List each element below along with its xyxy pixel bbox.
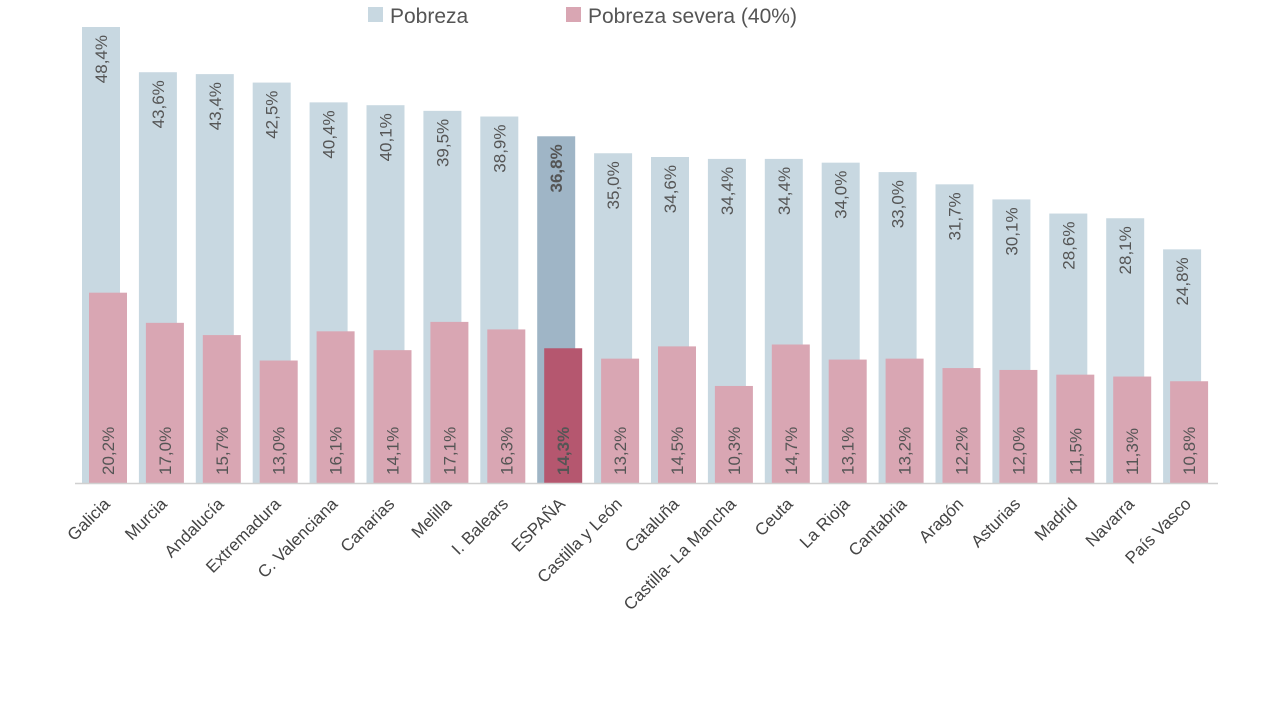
data-label-pobreza-severa-extremadura: 13,0% [270,427,289,475]
data-label-pobreza-castilla-y-león: 35,0% [604,161,623,209]
bar-pobreza-severa-ceuta [771,344,810,483]
category-label-murcia: Murcia [121,494,171,544]
data-label-pobreza-severa-i-balears: 16,3% [497,427,516,475]
category-label-canarias: Canarias [337,494,399,556]
bar-pobreza-severa-c-valenciana [316,331,355,483]
bar-pobreza-severa-melilla [430,321,469,483]
data-label-pobreza-extremadura: 42,5% [263,91,282,139]
category-label-aragón: Aragón [915,494,967,546]
data-label-pobreza-aragón: 31,7% [946,192,965,240]
bar-pobreza-severa-país-vasco [1170,381,1209,483]
bar-pobreza-severa-aragón [942,368,981,483]
data-label-pobreza-severa-galicia: 20,2% [99,427,118,475]
bar-pobreza-severa-castilla-y-león [601,358,640,483]
data-label-pobreza-severa-murcia: 17,0% [156,427,175,475]
category-label-asturias: Asturias [967,494,1024,551]
bar-pobreza-severa-galicia [89,292,127,483]
bar-pobreza-severa-andalucía [202,335,241,483]
data-label-pobreza-cataluña: 34,6% [661,165,680,213]
bar-pobreza-severa-i-balears [487,329,526,483]
data-label-pobreza-severa-c-valenciana: 16,1% [327,427,346,475]
data-label-pobreza-severa-asturias: 12,0% [1009,427,1028,475]
data-label-pobreza-severa-madrid: 11,5% [1066,428,1085,475]
bar-pobreza-severa-asturias [999,369,1038,483]
bar-pobreza-severa-la-rioja [828,359,867,483]
legend-label-pobreza: Pobreza [390,5,469,28]
category-label-i-balears: I. Balears [448,494,512,558]
bar-pobreza-severa-extremadura [259,360,298,483]
data-label-pobreza-país-vasco: 24,8% [1173,257,1192,305]
bar-pobreza-severa-madrid [1056,374,1095,483]
data-label-pobreza-canarias: 40,1% [377,113,396,161]
legend-swatch-pobreza [368,7,383,22]
data-label-pobreza-severa-melilla: 17,1% [440,427,459,475]
bar-pobreza-severa-murcia [145,322,184,483]
category-label-navarra: Navarra [1082,494,1139,551]
data-label-pobreza-severa-ceuta: 14,7% [782,427,801,475]
category-label-castilla-la-mancha: Castilla- La Mancha [620,494,740,614]
bar-pobreza-severa-españa [544,348,583,483]
category-label-ceuta: Ceuta [751,494,797,540]
legend-label-pobreza-severa: Pobreza severa (40%) [588,5,797,28]
data-label-pobreza-asturias: 30,1% [1002,207,1021,255]
data-label-pobreza-ceuta: 34,4% [775,167,794,215]
data-label-pobreza-severa-andalucía: 15,7% [213,427,232,475]
data-label-pobreza-severa-cantabria: 13,2% [896,427,915,475]
data-label-pobreza-severa-canarias: 14,1% [384,427,403,475]
legend-swatch-pobreza-severa [566,7,581,22]
category-label-madrid: Madrid [1031,494,1081,544]
category-label-galicia: Galicia [64,494,115,545]
bar-pobreza-severa-cataluña [658,346,696,483]
data-label-pobreza-la-rioja: 34,0% [832,171,851,219]
data-label-pobreza-c-valenciana: 40,4% [320,110,339,158]
data-label-pobreza-severa-castilla-y-león: 13,2% [611,427,630,475]
data-label-pobreza-severa-castilla-la-mancha: 10,3% [725,427,744,475]
data-label-pobreza-navarra: 28,1% [1116,226,1135,274]
legend: Pobreza Pobreza severa (40%) [368,5,797,28]
bar-pobreza-severa-canarias [373,350,412,483]
category-label-cantabria: Cantabria [845,494,911,560]
data-label-pobreza-galicia: 48,4% [92,35,111,83]
data-label-pobreza-severa-navarra: 11,3% [1123,428,1142,475]
bar-pobreza-severa-navarra [1113,376,1152,483]
data-label-pobreza-melilla: 39,5% [433,119,452,167]
data-label-pobreza-cantabria: 33,0% [889,180,908,228]
data-label-pobreza-andalucía: 43,4% [206,82,225,130]
data-label-pobreza-murcia: 43,6% [149,80,168,128]
data-label-pobreza-i-balears: 38,9% [490,125,509,173]
data-label-pobreza-madrid: 28,6% [1059,222,1078,270]
data-label-pobreza-severa-la-rioja: 13,1% [839,427,858,475]
data-label-pobreza-severa-españa: 14,3% [554,427,573,475]
data-label-pobreza-castilla-la-mancha: 34,4% [718,167,737,215]
data-label-pobreza-severa-país-vasco: 10,8% [1180,427,1199,475]
data-label-pobreza-españa: 36,8% [547,144,566,192]
data-label-pobreza-severa-cataluña: 14,5% [668,427,687,475]
data-label-pobreza-severa-aragón: 12,2% [953,427,972,475]
category-label-la-rioja: La Rioja [796,494,854,552]
category-label-melilla: Melilla [408,494,456,542]
bar-pobreza-severa-castilla-la-mancha [714,385,753,483]
bar-pobreza-severa-cantabria [885,358,924,483]
